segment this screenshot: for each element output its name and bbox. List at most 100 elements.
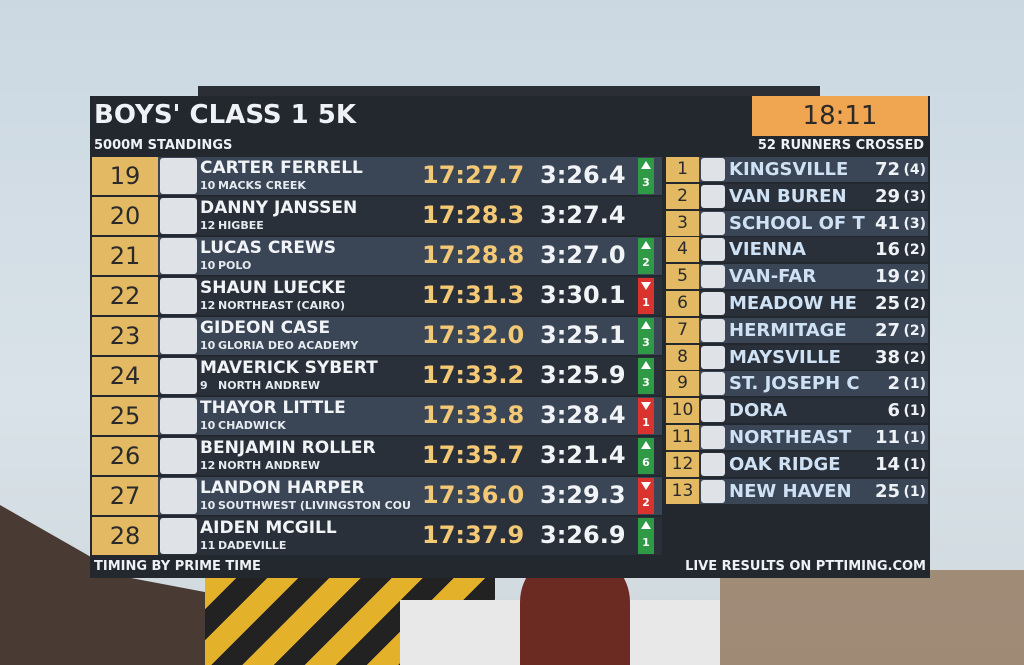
- change-number: 6: [642, 456, 650, 469]
- team-logo: [701, 452, 725, 476]
- runner-place: 24: [92, 357, 158, 395]
- team-place: 4: [666, 237, 699, 263]
- runner-grade: 12: [200, 299, 216, 312]
- team-place: 5: [666, 264, 699, 290]
- team-row: 8 MAYSVILLE 38 (2): [666, 344, 928, 370]
- team-row: 6 MEADOW HE 25 (2): [666, 291, 928, 316]
- runner-row: 27 LANDON HARPER 10 SOUTHWEST (LIVINGSTON C…: [92, 477, 662, 515]
- school-logo: [160, 518, 197, 554]
- runner-time: 17:32.0: [422, 321, 525, 349]
- team-count: (3): [903, 188, 926, 205]
- team-score: 72: [874, 159, 900, 180]
- change-arrow: [641, 402, 651, 410]
- trees: [720, 570, 1024, 665]
- runner-split: 3:25.1: [540, 321, 626, 349]
- team-place: 1: [666, 157, 699, 182]
- team-row: 2 VAN BUREN 29 (3): [666, 183, 928, 209]
- change-arrow: [641, 282, 651, 290]
- school-logo: [160, 238, 197, 274]
- runner-name: AIDEN MCGILL: [200, 518, 337, 538]
- team-name: SCHOOL OF T: [729, 212, 865, 234]
- team-row: 12 OAK RIDGE 14 (1): [666, 451, 928, 477]
- subtitle: 5000M STANDINGS: [94, 138, 233, 153]
- team-score: 38: [874, 346, 900, 368]
- runner-place: 22: [92, 277, 158, 315]
- team-name: MEADOW HE: [729, 293, 857, 314]
- team-count: (4): [903, 162, 926, 178]
- position-change: 1: [638, 398, 654, 434]
- position-change: 1: [638, 518, 654, 554]
- team-logo: [701, 479, 725, 503]
- runner-school: SOUTHWEST (LIVINGSTON COU: [218, 499, 411, 512]
- runner-row: 25 THAYOR LITTLE 10 CHADWICK 17:33.8 3:28.4 1: [92, 397, 662, 435]
- change-arrow: [641, 521, 651, 529]
- change-arrow: [641, 321, 651, 329]
- runner-row: 23 GIDEON CASE 10 GLORIA DEO ACADEMY 17:32.0…: [92, 317, 662, 355]
- runner-name: THAYOR LITTLE: [200, 398, 346, 418]
- runner-split: 3:30.1: [540, 281, 626, 309]
- runner-grade: 10: [200, 259, 216, 272]
- runner-split: 3:29.3: [540, 481, 626, 509]
- change-arrow: [641, 482, 651, 490]
- team-count: (1): [903, 456, 926, 473]
- school-logo: [160, 398, 197, 434]
- runner-time: 17:36.0: [422, 481, 525, 509]
- team-name: VIENNA: [729, 239, 806, 261]
- change-arrow: [641, 441, 651, 449]
- team-name: NEW HAVEN: [729, 480, 852, 502]
- runner-time: 17:28.3: [422, 201, 525, 229]
- team-score: 41: [874, 212, 900, 234]
- team-score: 25: [874, 480, 900, 502]
- team-logo: [701, 184, 725, 208]
- runner-name: DANNY JANSSEN: [200, 198, 358, 218]
- change-number: 2: [642, 496, 650, 509]
- position-change: 3: [638, 318, 654, 354]
- position-change: 3: [638, 158, 654, 194]
- team-row: 3 SCHOOL OF T 41 (3): [666, 210, 928, 236]
- team-name: NORTHEAST: [729, 427, 852, 448]
- runner-split: 3:26.4: [540, 161, 626, 189]
- team-score: 11: [874, 427, 900, 448]
- runner-grade: 12: [200, 219, 216, 232]
- crossed-count: 52 RUNNERS CROSSED: [757, 138, 924, 153]
- runner-split: 3:26.9: [540, 521, 626, 549]
- team-logo: [701, 211, 725, 235]
- team-count: (2): [903, 349, 926, 366]
- position-change: 2: [638, 238, 654, 274]
- team-name: DORA: [729, 400, 788, 422]
- runner-school: HIGBEE: [218, 219, 264, 232]
- team-place: 7: [666, 317, 699, 343]
- runner-school: NORTH ANDREW: [218, 379, 321, 392]
- team-score: 27: [874, 319, 900, 341]
- runner-grade: 10: [200, 339, 216, 352]
- school-logo: [160, 278, 197, 314]
- runner-place: 20: [92, 197, 158, 235]
- position-change: 2: [638, 478, 654, 514]
- team-logo: [701, 265, 725, 289]
- team-logo: [701, 345, 725, 369]
- runner-time: 17:33.8: [422, 401, 525, 429]
- team-place: 8: [666, 344, 699, 370]
- change-number: 1: [642, 536, 650, 549]
- position-change: 6: [638, 438, 654, 474]
- change-arrow: [641, 361, 651, 369]
- school-logo: [160, 438, 197, 474]
- runner-school: NORTHEAST (CAIRO): [218, 299, 346, 312]
- runner-split: 3:25.9: [540, 361, 626, 389]
- team-row: 10 DORA 6 (1): [666, 398, 928, 424]
- runner-grade: 10: [200, 419, 216, 432]
- runner-name: LUCAS CREWS: [200, 238, 336, 258]
- board-frame: [198, 86, 820, 98]
- team-row: 5 VAN-FAR 19 (2): [666, 264, 928, 290]
- runner-name: LANDON HARPER: [200, 478, 365, 498]
- team-count: (2): [903, 269, 926, 286]
- runner-grade: 11: [200, 539, 216, 552]
- runner-place: 19: [92, 157, 158, 195]
- change-number: 1: [642, 416, 650, 429]
- change-number: 3: [642, 336, 650, 349]
- position-change: 1: [638, 278, 654, 314]
- team-count: (1): [903, 403, 926, 420]
- runner-split: 3:28.4: [540, 401, 626, 429]
- runner-time: 17:37.9: [422, 521, 525, 549]
- runner-row: 19 CARTER FERRELL 10 MACKS CREEK 17:27.7 3:26…: [92, 157, 662, 195]
